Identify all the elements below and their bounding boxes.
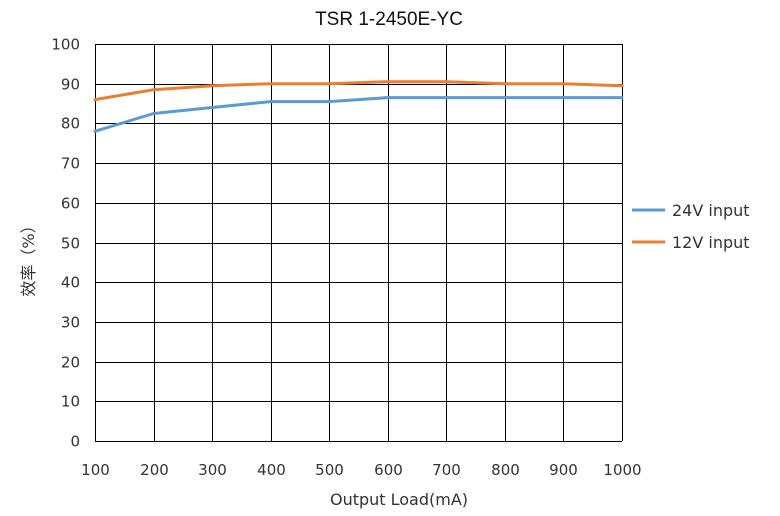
x-tick-label: 1000 [603, 461, 641, 479]
x-tick-label: 800 [491, 461, 520, 479]
y-tick-label: 40 [61, 274, 80, 292]
y-tick-label: 80 [61, 115, 80, 133]
y-tick-label: 20 [61, 354, 80, 372]
x-tick-label: 300 [198, 461, 227, 479]
chart-title: TSR 1-2450E-YC [315, 9, 463, 30]
x-tick-label: 100 [81, 461, 110, 479]
legend-label: 12V input [672, 233, 750, 252]
x-tick-label: 700 [432, 461, 461, 479]
x-tick-label: 500 [315, 461, 344, 479]
x-tick-label: 900 [549, 461, 578, 479]
y-tick-label: 100 [51, 36, 80, 54]
y-tick-label: 50 [61, 235, 80, 253]
tick-labels: 0 10 20 30 40 50 60 70 80 90 100 100 200 300 400 500 600… [51, 36, 641, 480]
y-tick-label: 70 [61, 155, 80, 173]
legend: 24V input 12V input [632, 201, 750, 252]
y-tick-label: 60 [61, 195, 80, 213]
series-line-0 [93, 96, 624, 133]
x-tick-label: 600 [374, 461, 403, 479]
y-tick-label: 10 [61, 393, 80, 411]
x-tick-label: 200 [140, 461, 169, 479]
grid [95, 44, 623, 442]
y-tick-label: 0 [70, 433, 80, 451]
x-axis-label: Output Load(mA) [330, 490, 468, 509]
y-axis-label: 效率（%） [19, 217, 38, 296]
legend-label: 24V input [672, 201, 750, 220]
series-group [93, 80, 624, 133]
x-tick-label: 400 [257, 461, 286, 479]
series-line-1 [93, 80, 624, 102]
y-tick-label: 90 [61, 76, 80, 94]
y-tick-label: 30 [61, 314, 80, 332]
